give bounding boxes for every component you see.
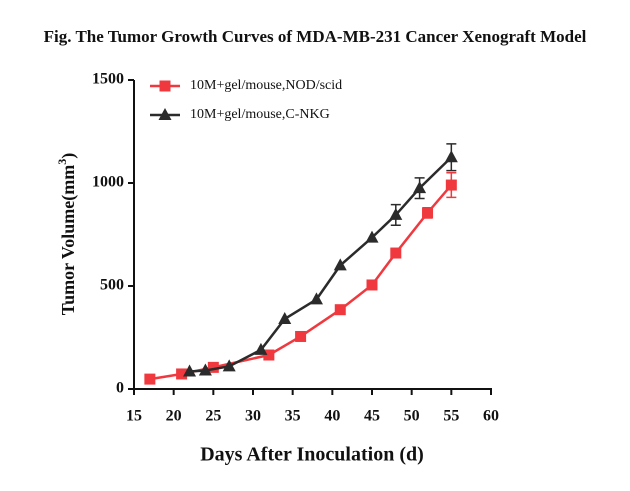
marker <box>366 279 378 291</box>
marker <box>278 311 292 324</box>
x-axis-label: Days After Inoculation (d) <box>200 444 424 466</box>
series-line <box>189 156 453 373</box>
marker <box>390 247 402 259</box>
marker <box>333 258 347 271</box>
marker <box>158 108 172 120</box>
y-tick-label: 1000 <box>92 174 124 191</box>
x-tick-label: 30 <box>245 408 261 425</box>
legend-label: 10M+gel/mouse,NOD/scid <box>190 78 342 93</box>
marker <box>176 368 188 380</box>
marker <box>144 373 156 385</box>
marker <box>254 342 268 355</box>
marker <box>198 363 212 376</box>
x-tick-label: 55 <box>443 408 459 425</box>
y-tick-label: 0 <box>116 380 124 397</box>
y-label-suffix: ) <box>58 153 79 159</box>
marker <box>445 179 457 191</box>
marker <box>207 361 219 373</box>
marker <box>413 181 427 194</box>
marker <box>422 207 434 219</box>
x-tick-label: 20 <box>166 408 182 425</box>
x-tick-label: 35 <box>285 408 301 425</box>
chart-title: Fig. The Tumor Growth Curves of MDA-MB-2… <box>44 27 587 46</box>
marker <box>263 349 275 361</box>
marker <box>183 364 197 377</box>
x-tick-label: 50 <box>404 408 420 425</box>
marker <box>444 150 458 163</box>
y-label-text: Tumor Volume(mm <box>58 165 79 316</box>
marker <box>309 292 323 305</box>
y-tick-label: 1500 <box>92 71 124 88</box>
marker <box>334 304 346 316</box>
y-tick-label: 500 <box>100 277 124 294</box>
marker <box>295 330 307 342</box>
x-tick-label: 60 <box>483 408 499 425</box>
marker <box>389 207 403 220</box>
marker <box>159 80 171 92</box>
y-label-sup: 3 <box>55 159 69 165</box>
legend-label: 10M+gel/mouse,C-NKG <box>190 107 330 122</box>
series-line <box>149 184 453 381</box>
x-tick-label: 25 <box>205 408 221 425</box>
y-axis-label: Tumor Volume(mm3) <box>55 153 79 316</box>
marker <box>365 230 379 243</box>
x-tick-label: 40 <box>324 408 340 425</box>
x-tick-label: 15 <box>126 408 142 425</box>
x-tick-label: 45 <box>364 408 380 425</box>
marker <box>222 359 236 372</box>
